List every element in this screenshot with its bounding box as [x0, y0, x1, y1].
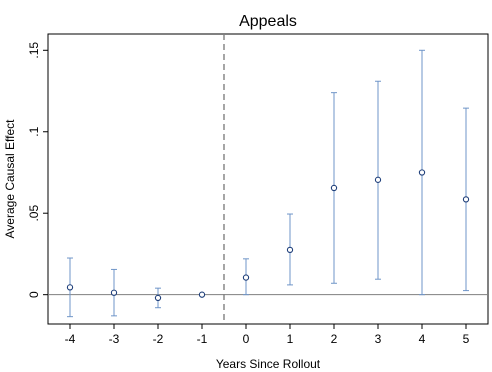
estimate-point-4: [242, 258, 250, 296]
point-marker: [198, 291, 206, 298]
x-tick-label: -4: [65, 332, 76, 346]
y-axis-label: Average Causal Effect: [3, 119, 17, 239]
y-tick-label: .1: [27, 126, 41, 136]
point-marker: [330, 184, 338, 192]
x-tick-label: -3: [109, 332, 120, 346]
estimates-series: [66, 49, 470, 318]
x-axis-label: Years Since Rollout: [216, 357, 321, 371]
point-marker: [462, 196, 470, 203]
point-marker: [286, 246, 294, 254]
plot-area-frame: [47, 33, 489, 325]
point-marker: [66, 284, 74, 291]
x-tick-label: 0: [243, 332, 250, 346]
x-tick-label: -2: [153, 332, 164, 346]
x-tick-label: 3: [375, 332, 382, 346]
x-tick-label: 2: [331, 332, 338, 346]
estimate-point-6: [330, 92, 338, 284]
estimate-point-7: [374, 80, 382, 280]
x-tick-label: -1: [197, 332, 208, 346]
estimate-point-1: [110, 268, 118, 317]
y-axis: 0 .05 .1 .15: [27, 42, 48, 298]
point-marker: [110, 289, 118, 296]
point-marker: [418, 169, 426, 176]
point-marker: [154, 294, 162, 302]
estimate-point-2: [154, 287, 162, 309]
x-tick-label: 4: [419, 332, 426, 346]
y-tick-label: .15: [27, 42, 41, 59]
point-marker: [374, 176, 382, 183]
x-tick-label: 5: [463, 332, 470, 346]
estimate-point-8: [418, 49, 426, 296]
estimate-point-0: [66, 257, 74, 318]
chart-title: Appeals: [239, 13, 297, 30]
estimate-point-5: [286, 213, 294, 286]
x-tick-label: 1: [287, 332, 294, 346]
y-tick-label: 0: [27, 291, 41, 298]
x-axis: -4 -3 -2 -1 0 1 2 3 4 5: [65, 324, 470, 346]
estimate-point-3: [198, 291, 206, 298]
point-marker: [242, 274, 250, 281]
y-tick-label: .05: [27, 205, 41, 222]
estimate-point-9: [462, 107, 470, 292]
